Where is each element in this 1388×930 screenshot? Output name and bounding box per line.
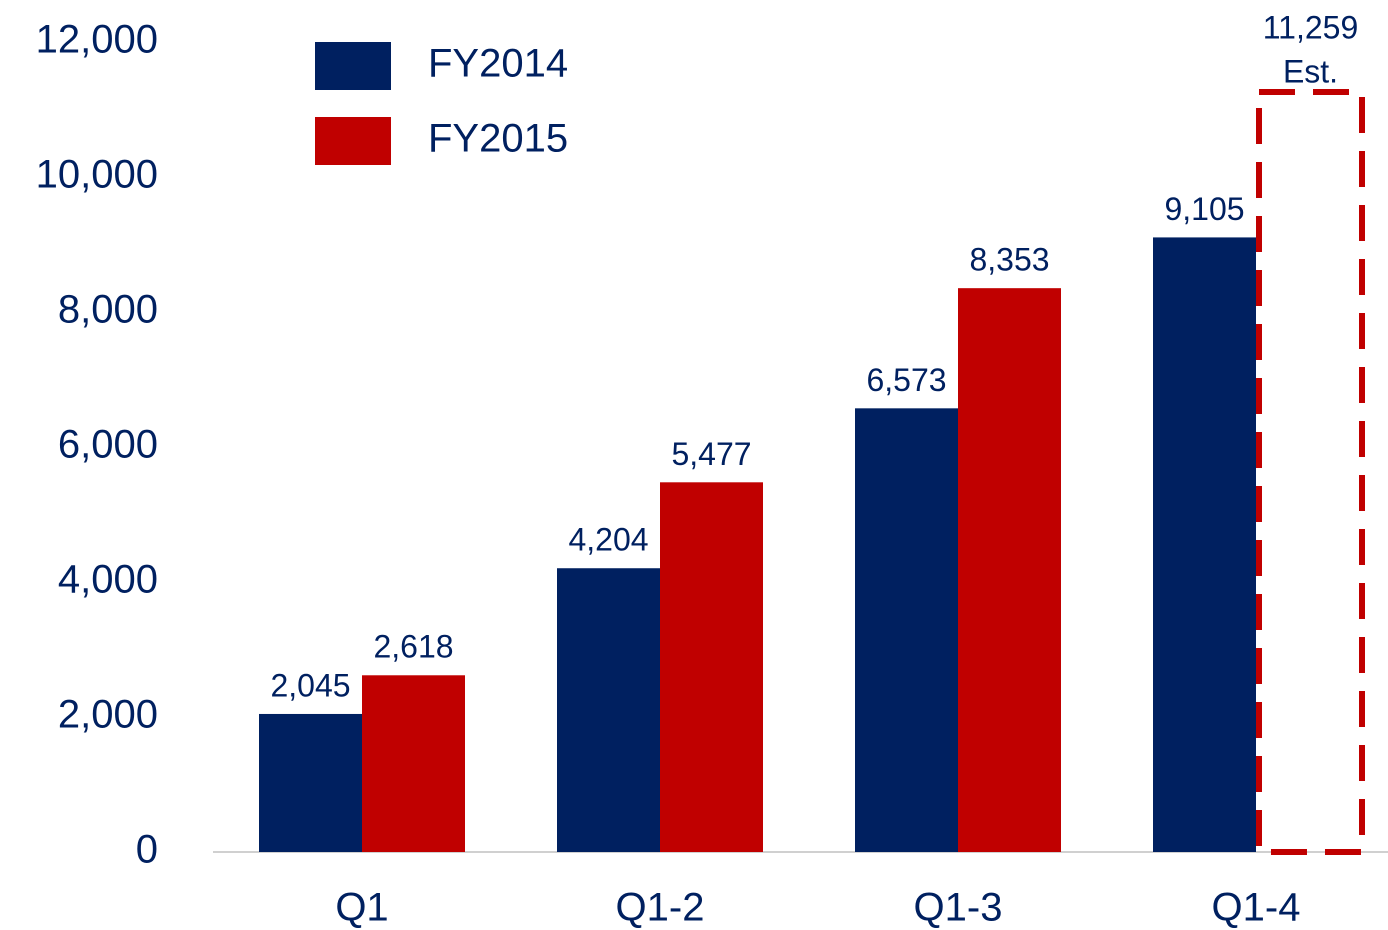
bar bbox=[958, 288, 1061, 852]
y-tick-label: 4,000 bbox=[58, 558, 158, 602]
y-tick-label: 8,000 bbox=[58, 288, 158, 332]
value-label: 8,353 bbox=[969, 242, 1049, 278]
y-tick-label: 6,000 bbox=[58, 423, 158, 467]
bar bbox=[259, 713, 362, 852]
bar bbox=[362, 675, 465, 852]
x-tick-label: Q1 bbox=[335, 886, 388, 930]
annotation: Est. bbox=[1283, 53, 1338, 89]
y-tick-label: 0 bbox=[136, 828, 158, 872]
legend-label: FY2015 bbox=[428, 117, 568, 161]
y-tick-label: 10,000 bbox=[36, 153, 158, 197]
bar bbox=[660, 482, 763, 852]
legend-swatch bbox=[315, 42, 391, 90]
x-tick-label: Q1-2 bbox=[616, 886, 705, 930]
bar bbox=[1153, 237, 1256, 853]
value-label: 2,045 bbox=[270, 667, 350, 703]
y-tick-label: 12,000 bbox=[36, 18, 158, 62]
value-label: 4,204 bbox=[568, 522, 648, 558]
estimate-bar bbox=[1256, 89, 1365, 855]
x-tick-label: Q1-3 bbox=[914, 886, 1003, 930]
legend-swatch bbox=[315, 117, 391, 165]
y-tick-label: 2,000 bbox=[58, 693, 158, 737]
value-label: 5,477 bbox=[671, 436, 751, 472]
bar bbox=[557, 568, 660, 852]
bar bbox=[855, 408, 958, 852]
value-label: 9,105 bbox=[1164, 191, 1244, 227]
value-label: 11,259 bbox=[1263, 9, 1359, 45]
value-label: 6,573 bbox=[866, 362, 946, 398]
x-tick-label: Q1-4 bbox=[1212, 886, 1301, 930]
value-label: 2,618 bbox=[373, 629, 453, 665]
legend-label: FY2014 bbox=[428, 42, 568, 86]
